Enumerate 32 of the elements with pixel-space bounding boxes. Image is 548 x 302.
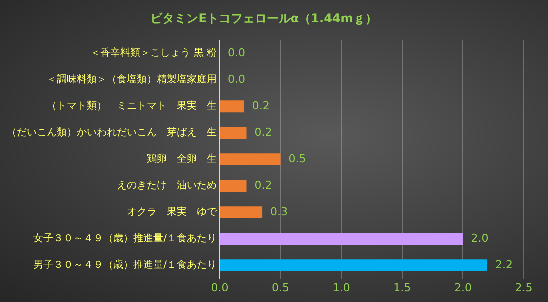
x-tick-label: 2.5 xyxy=(515,281,533,294)
x-tick-label: 0.0 xyxy=(211,281,229,294)
y-tick-label: （トマト類） ミニトマト 果実 生 xyxy=(47,100,217,112)
data-label: 0.3 xyxy=(270,205,288,218)
y-tick-label: （だいこん類）かいわれだいこん 芽ばえ 生 xyxy=(7,126,217,139)
y-tick-label: 鶏卵 全卵 生 xyxy=(147,153,217,166)
y-tick-label: 男子３０～４９（歳）推進量/１食あたり xyxy=(34,259,217,272)
bar xyxy=(220,180,247,192)
y-tick-label: えのきたけ 油いため xyxy=(117,180,217,192)
y-tick-label: 女子３０～４９（歳）推進量/１食あたり xyxy=(34,232,217,245)
data-label: 0.0 xyxy=(228,72,246,86)
y-tick-label: ＜調味料類＞（食塩類）精製塩家庭用 xyxy=(47,74,217,86)
y-tick-label: オクラ 果実 ゆで xyxy=(127,206,218,218)
bar xyxy=(220,260,488,272)
bar xyxy=(220,233,464,246)
x-tick-label: 0.5 xyxy=(272,281,290,294)
x-tick-label: 1.5 xyxy=(394,281,412,294)
data-label: 2.2 xyxy=(496,258,514,272)
bar xyxy=(220,154,281,166)
data-label: 0.5 xyxy=(288,152,306,166)
x-tick-label: 2.0 xyxy=(454,281,472,294)
bar xyxy=(220,100,244,113)
data-label: 0.0 xyxy=(228,46,246,60)
data-label: 2.0 xyxy=(471,232,489,245)
bar xyxy=(220,206,263,219)
x-tick-label: 1.0 xyxy=(332,281,350,294)
bar xyxy=(220,127,247,140)
y-tick-label: ＜香辛料類＞こしょう 黒 粉 xyxy=(90,47,217,60)
data-label: 0.2 xyxy=(252,99,270,112)
data-label: 0.2 xyxy=(254,178,272,192)
data-label: 0.2 xyxy=(254,126,272,139)
chart-title: ビタミンEトコフェロールα（1.44mｇ） xyxy=(150,11,378,26)
